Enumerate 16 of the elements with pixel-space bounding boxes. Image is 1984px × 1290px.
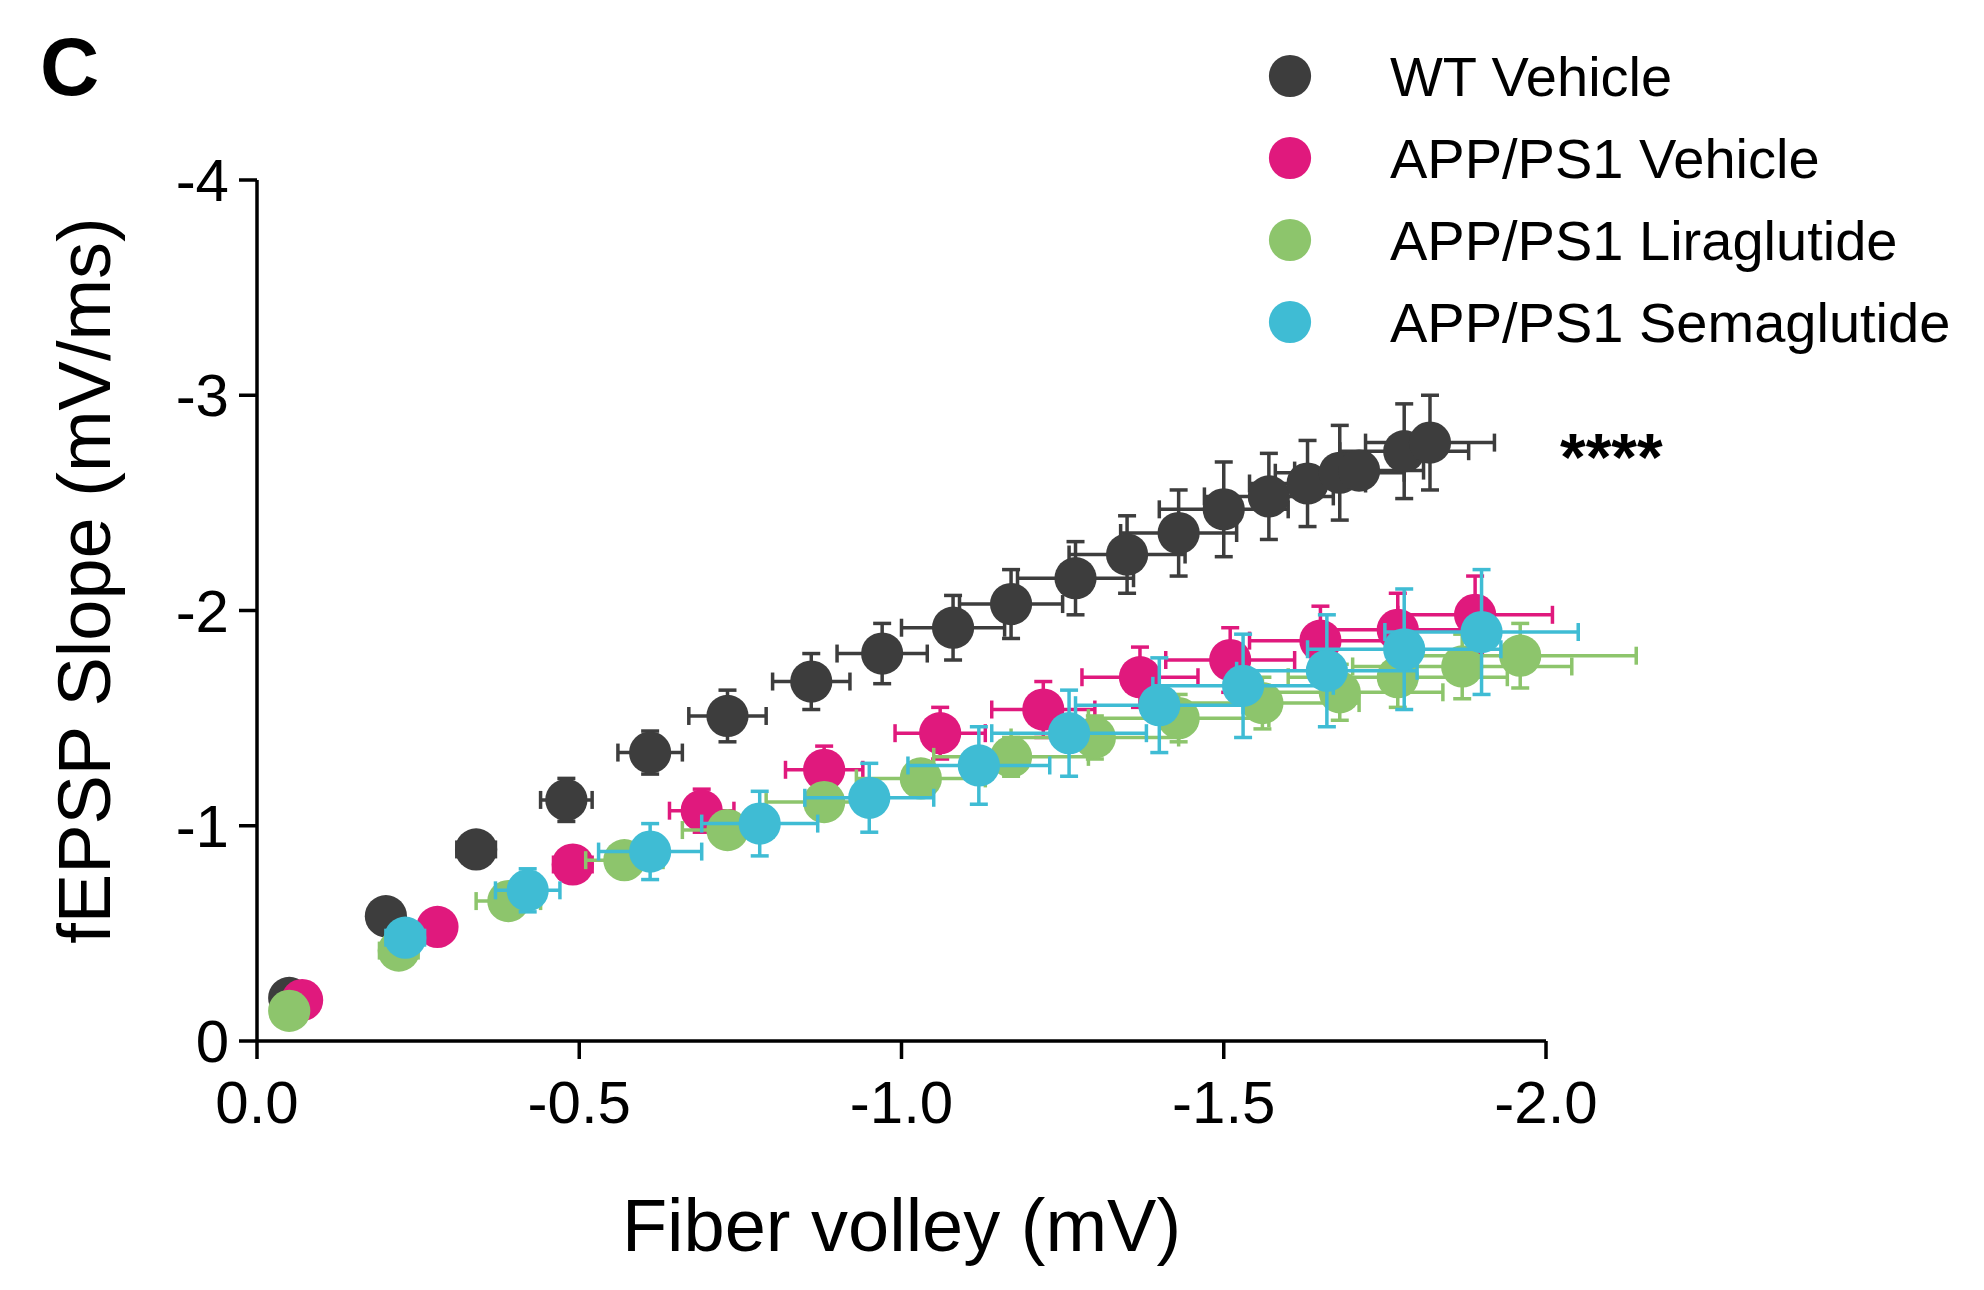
x-tick-label: -1.5: [1172, 1069, 1276, 1136]
legend-label: APP/PS1 Vehicle: [1390, 126, 1820, 190]
legend-label: APP/PS1 Liraglutide: [1390, 208, 1898, 272]
legend-label: APP/PS1 Semaglutide: [1390, 290, 1951, 354]
y-tick-label: -3: [175, 362, 229, 430]
legend-label: WT Vehicle: [1390, 44, 1673, 108]
y-tick-label: -4: [175, 147, 229, 214]
x-axis-title: Fiber volley (mV): [621, 1184, 1182, 1267]
x-tick-label: -2.0: [1494, 1069, 1598, 1136]
x-tick-label: -1.0: [849, 1069, 954, 1136]
x-tick-label: -0.5: [527, 1069, 631, 1136]
text: ****: [1560, 420, 1664, 494]
chart-title: C: [40, 21, 100, 112]
y-tick-label: -1: [175, 792, 229, 860]
y-axis-title: fEPSP Slope (mV/ms): [43, 217, 126, 944]
y-tick-label: -2: [175, 577, 229, 645]
